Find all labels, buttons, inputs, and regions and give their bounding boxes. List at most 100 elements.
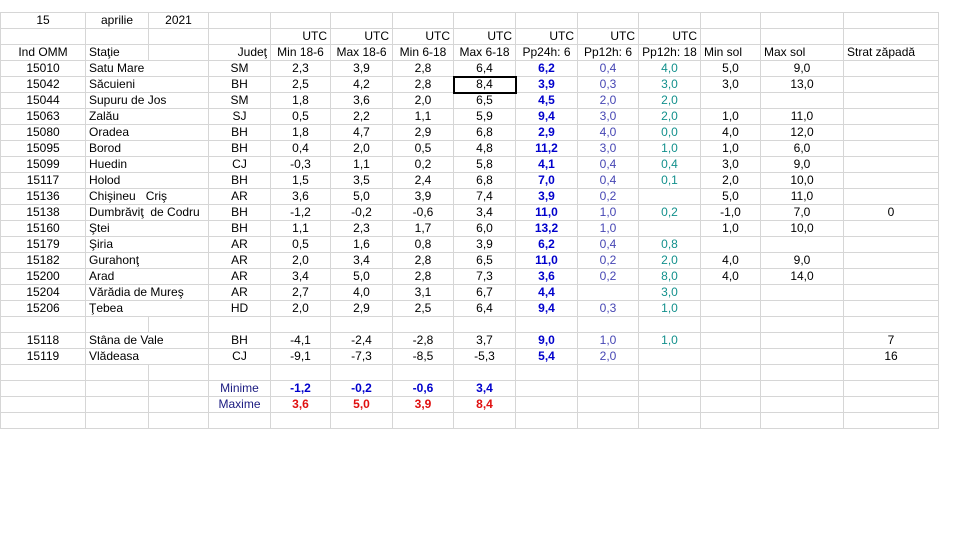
sheet-row: 15010 Satu Mare SM 2,3 3,9 2,8 6,4 6,2 0,4 4,0 5,0… (0, 60, 939, 77)
cell (700, 236, 761, 253)
cell: -4,1 (270, 332, 331, 349)
cell (577, 364, 639, 381)
cell: 15160 (0, 220, 86, 237)
cell (760, 92, 844, 109)
cell (148, 412, 209, 429)
cell (843, 252, 939, 269)
cell: 4,1 (515, 156, 578, 173)
cell: BH (208, 332, 271, 349)
cell: 2,0 (638, 92, 701, 109)
cell (208, 316, 271, 333)
cell (843, 220, 939, 237)
cell (0, 364, 86, 381)
cell: Huedin (85, 156, 209, 173)
cell: UTC (515, 28, 578, 45)
cell: 3,6 (270, 396, 331, 413)
cell: 5,0 (330, 268, 393, 285)
cell: 6,0 (760, 140, 844, 157)
cell (843, 76, 939, 93)
cell (700, 396, 761, 413)
cell: 3,9 (515, 76, 578, 93)
cell (515, 380, 578, 397)
cell: BH (208, 220, 271, 237)
cell: Dumbrăviţ de Codru (85, 204, 209, 221)
cell (760, 300, 844, 317)
cell: 1,0 (638, 332, 701, 349)
cell: 1,0 (700, 220, 761, 237)
cell (843, 380, 939, 397)
sheet-row: 15063 Zalău SJ 0,5 2,2 1,1 5,9 9,4 3,0 2,0 1,0 11,0 (0, 108, 939, 125)
cell (760, 28, 844, 45)
cell (700, 92, 761, 109)
cell: Supuru de Jos (85, 92, 209, 109)
cell (700, 332, 761, 349)
cell: Oradea (85, 124, 209, 141)
cell: 1,0 (700, 108, 761, 125)
cell: 2,7 (270, 284, 331, 301)
cell: AR (208, 252, 271, 269)
cell (700, 28, 761, 45)
cell: UTC (270, 28, 331, 45)
cell: 3,9 (453, 236, 516, 253)
cell (515, 364, 578, 381)
cell: 9,4 (515, 300, 578, 317)
cell: 0,4 (577, 172, 639, 189)
cell: 4,4 (515, 284, 578, 301)
cell: Vlădeasa (85, 348, 209, 365)
cell (148, 364, 209, 381)
cell: Staţie (85, 44, 149, 61)
cell: 15063 (0, 108, 86, 125)
cell: BH (208, 140, 271, 157)
cell: 6,8 (453, 124, 516, 141)
cell: 0,1 (638, 172, 701, 189)
sheet-row: 15095 Borod BH 0,4 2,0 0,5 4,8 11,2 3,0 1,0 1,0 6,0 (0, 140, 939, 157)
cell: 0,2 (577, 188, 639, 205)
cell: 4,0 (638, 60, 701, 77)
sheet-row: Maxime 3,6 5,0 3,9 8,4 (0, 396, 939, 413)
cell: 2,0 (392, 92, 454, 109)
sheet-row: 15118 Stâna de Vale BH -4,1 -2,4 -2,8 3,7 9,0 1,… (0, 332, 939, 349)
cell: 6,5 (453, 92, 516, 109)
cell (453, 364, 516, 381)
cell: 4,0 (700, 124, 761, 141)
cell: 3,1 (392, 284, 454, 301)
cell: 2,0 (638, 108, 701, 125)
cell (270, 412, 331, 429)
cell: Min sol (700, 44, 761, 61)
cell (843, 92, 939, 109)
cell: Min 6-18 (392, 44, 454, 61)
cell: Maxime (208, 396, 271, 413)
cell: UTC (577, 28, 639, 45)
cell: 2,5 (392, 300, 454, 317)
cell: 15200 (0, 268, 86, 285)
sheet-row (0, 364, 939, 381)
cell (148, 380, 209, 397)
cell: SJ (208, 108, 271, 125)
sheet-row: 15119 Vlădeasa CJ -9,1 -7,3 -8,5 -5,3 5,4 2,0 16 (0, 348, 939, 365)
cell: 0,4 (270, 140, 331, 157)
cell (638, 364, 701, 381)
cell: 9,0 (760, 252, 844, 269)
cell: 6,4 (453, 300, 516, 317)
cell: CJ (208, 156, 271, 173)
cell (392, 364, 454, 381)
cell (760, 364, 844, 381)
cell: 1,1 (392, 108, 454, 125)
sheet-row: 15138 Dumbrăviţ de Codru BH -1,2 -0,2 -0,6 3,4… (0, 204, 939, 221)
cell: 9,0 (760, 60, 844, 77)
sheet-row: 15042 Săcuieni BH 2,5 4,2 2,8 8,4 3,9 0,3 3,0 3,0 1… (0, 75, 939, 94)
cell: 3,0 (577, 108, 639, 125)
cell (208, 28, 271, 45)
cell: 3,4 (270, 268, 331, 285)
cell: -9,1 (270, 348, 331, 365)
cell (843, 300, 939, 317)
cell: 4,7 (330, 124, 393, 141)
cell: 2,0 (700, 172, 761, 189)
cell (392, 316, 454, 333)
sheet-row: 15179 Şiria AR 0,5 1,6 0,8 3,9 6,2 0,4 0,8 (0, 236, 939, 253)
cell (843, 268, 939, 285)
cell (330, 12, 393, 29)
sheet-row: 15200 Arad AR 3,4 5,0 2,8 7,3 3,6 0,2 8,0 4,0 14,0 (0, 268, 939, 285)
cell: 3,4 (453, 380, 516, 397)
cell: 15204 (0, 284, 86, 301)
